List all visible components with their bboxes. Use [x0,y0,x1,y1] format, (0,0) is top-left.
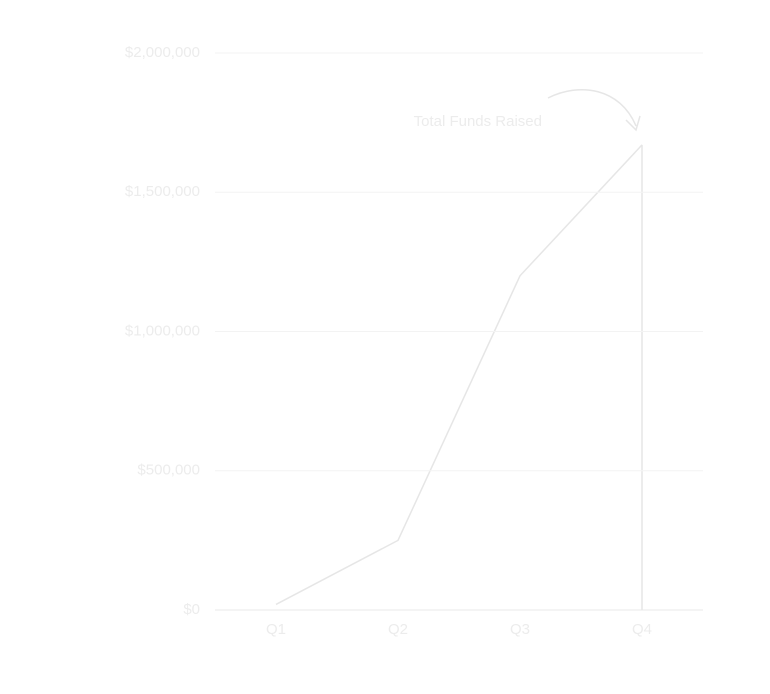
x-tick-label: Q4 [632,621,652,638]
line [275,144,643,606]
y-tick-label: $1,500,000 [125,183,200,200]
y-tick-label: $500,000 [137,462,200,479]
arrow-head [625,115,641,132]
y-tick-label: $1,000,000 [125,322,200,339]
annotation: Total Funds Raised [414,113,542,130]
x-tick-label: Q1 [266,621,286,638]
y-tick-label: $0 [183,601,200,618]
annotation-arrow [547,89,637,127]
y-tick-label: $2,000,000 [125,44,200,61]
x-tick-label: Q3 [510,621,530,638]
x-tick-label: Q2 [388,621,408,638]
